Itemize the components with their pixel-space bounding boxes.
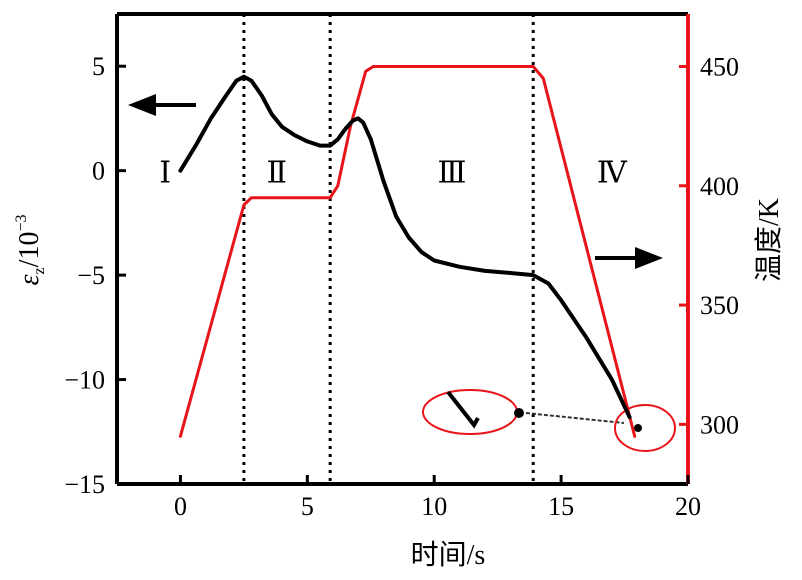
- right-tick-label: 400: [700, 172, 739, 201]
- left-axis-title: εz/10−3: [13, 215, 48, 286]
- left-direction-arrow-icon: [128, 94, 196, 116]
- zoom-circle-right: [614, 404, 676, 452]
- stage-label-1: Ⅰ: [159, 157, 171, 190]
- right-direction-arrow-icon: [595, 247, 663, 269]
- zoom-point-right: [634, 424, 642, 432]
- x-axis-title: 时间/s: [411, 539, 486, 571]
- stage-label-3: Ⅲ: [438, 157, 467, 190]
- temperature-line: [178, 65, 637, 438]
- left-tick-label: −5: [77, 261, 105, 290]
- right-axis-title: 温度/K: [753, 198, 785, 282]
- stage-label-2: Ⅱ: [267, 157, 287, 190]
- x-tick-label: 5: [301, 492, 314, 521]
- x-tick-label: 20: [675, 492, 701, 521]
- left-tick-label: −15: [64, 470, 105, 499]
- left-tick-label: 5: [92, 52, 105, 81]
- x-axis-ticks: 0 5 10 15 20: [174, 475, 701, 521]
- svg-text:温度/K: 温度/K: [753, 198, 785, 282]
- x-tick-label: 0: [174, 492, 187, 521]
- zoom-curve-detail: [446, 390, 480, 429]
- right-axis-ticks: 450 400 350 300: [679, 52, 739, 439]
- right-tick-label: 450: [700, 52, 739, 81]
- left-tick-label: 0: [92, 157, 105, 186]
- zoom-point-left: [514, 408, 524, 418]
- x-tick-label: 10: [421, 492, 447, 521]
- zoom-connector: [525, 412, 625, 424]
- zoom-inset-annotation: [422, 389, 676, 452]
- left-axis-title-exponent: −3: [13, 215, 30, 232]
- right-tick-label: 300: [700, 410, 739, 439]
- left-axis-title-unit: /10: [14, 232, 45, 268]
- left-axis-title-subscript: z: [31, 267, 48, 274]
- strain-line: [178, 74, 632, 420]
- stage-label-4: Ⅳ: [597, 157, 628, 190]
- x-tick-label: 15: [548, 492, 574, 521]
- svg-text:εz/10−3: εz/10−3: [13, 215, 48, 286]
- left-tick-label: −10: [64, 366, 105, 395]
- left-axis-title-symbol: ε: [14, 274, 45, 285]
- stage-labels: Ⅰ Ⅱ Ⅲ Ⅳ: [159, 157, 628, 190]
- stage-boundary-lines: [242, 14, 535, 484]
- right-tick-label: 350: [700, 291, 739, 320]
- left-axis-ticks: 5 0 −5 −10 −15: [64, 52, 126, 499]
- zoom-circle-left: [422, 389, 518, 435]
